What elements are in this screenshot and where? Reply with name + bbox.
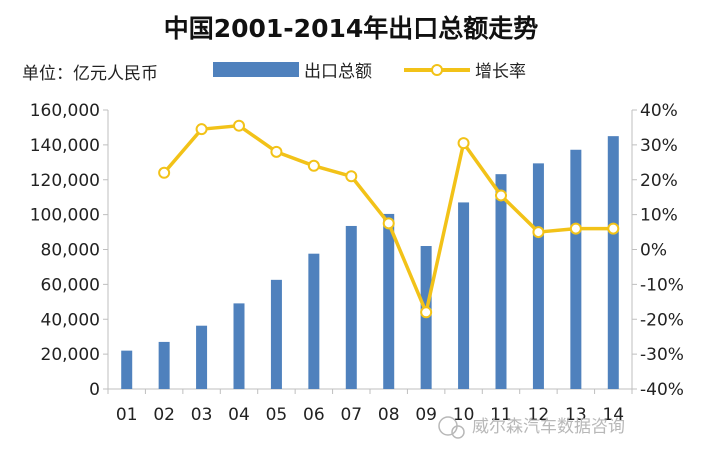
right-tick-label: 10% [640,206,678,226]
x-tick-label: 08 [378,405,400,425]
bar-export-total [158,341,170,389]
x-tick-label: 11 [490,405,512,425]
wechat-icon [438,416,458,436]
left-tick-label: 140,000 [30,136,100,156]
left-tick-label: 40,000 [41,310,100,330]
left-tick-label: 20,000 [41,345,100,365]
x-tick-label: 13 [565,405,587,425]
bar-export-total [270,279,282,389]
right-tick-label: 40% [640,101,678,121]
growth-rate-point [420,306,433,319]
left-tick-label: 120,000 [30,171,100,191]
left-tick-label: 160,000 [30,101,100,121]
bar-export-total [495,174,507,389]
left-tick-label: 60,000 [41,275,100,295]
left-tick-label: 0 [89,380,100,400]
x-tick-label: 07 [340,405,362,425]
bar-export-total [308,253,320,389]
left-tick-label: 80,000 [41,241,100,261]
x-tick-label: 06 [303,405,325,425]
right-tick-label: -10% [640,275,684,295]
bar-export-total [345,225,357,389]
unit-label: 单位：亿元人民币 [22,64,158,84]
x-tick-label: 12 [528,405,550,425]
x-tick-label: 10 [453,405,475,425]
bar-export-total [383,213,395,389]
bar-export-total [570,149,582,389]
growth-rate-point [307,159,320,172]
legend-line-label: 增长率 [475,62,526,82]
bar-export-total [458,202,470,389]
x-tick-label: 05 [266,405,288,425]
x-tick-label: 04 [228,405,250,425]
x-tick-label: 09 [415,405,437,425]
bar-export-total [532,163,544,389]
bar-export-total [607,136,619,389]
growth-rate-point [569,222,582,235]
growth-rate-point [345,170,358,183]
watermark-text: 威尔森汽车数据咨询 [472,417,625,437]
growth-rate-point [158,166,171,179]
x-tick-label: 02 [153,405,175,425]
growth-rate-point [495,189,507,202]
left-tick-label: 100,000 [30,206,100,226]
right-tick-label: 20% [640,171,678,191]
right-tick-label: -40% [640,380,684,400]
right-tick-label: -20% [640,310,684,330]
x-tick-label: 14 [602,405,624,425]
plot-layer: 0 20,000 40,000 60,000 80,000 100,000 120,000 1… [30,101,684,425]
growth-rate-point [532,226,545,239]
watermark: 威尔森汽车数据咨询 [438,416,625,439]
growth-rate-point [270,145,283,158]
bar-export-total [121,350,133,389]
growth-rate-point [457,137,470,150]
right-tick-label: 30% [640,136,678,156]
chart-title: 中国2001-2014年出口总额走势 [164,14,539,43]
legend-bar-swatch [213,62,299,77]
legend-bar-label: 出口总额 [304,62,372,82]
legend-line-marker [431,64,443,76]
growth-rate-point [607,222,620,235]
x-tick-label: 01 [116,405,138,425]
growth-rate-point [233,119,245,132]
right-tick-label: -30% [640,345,684,365]
growth-rate-point [195,123,208,136]
growth-rate-point [382,217,395,230]
wechat-icon-small-bubble [451,425,465,439]
bar-export-total [233,303,245,389]
x-tick-label: 03 [191,405,213,425]
right-tick-label: 0% [640,241,667,261]
bar-export-total [196,325,208,389]
